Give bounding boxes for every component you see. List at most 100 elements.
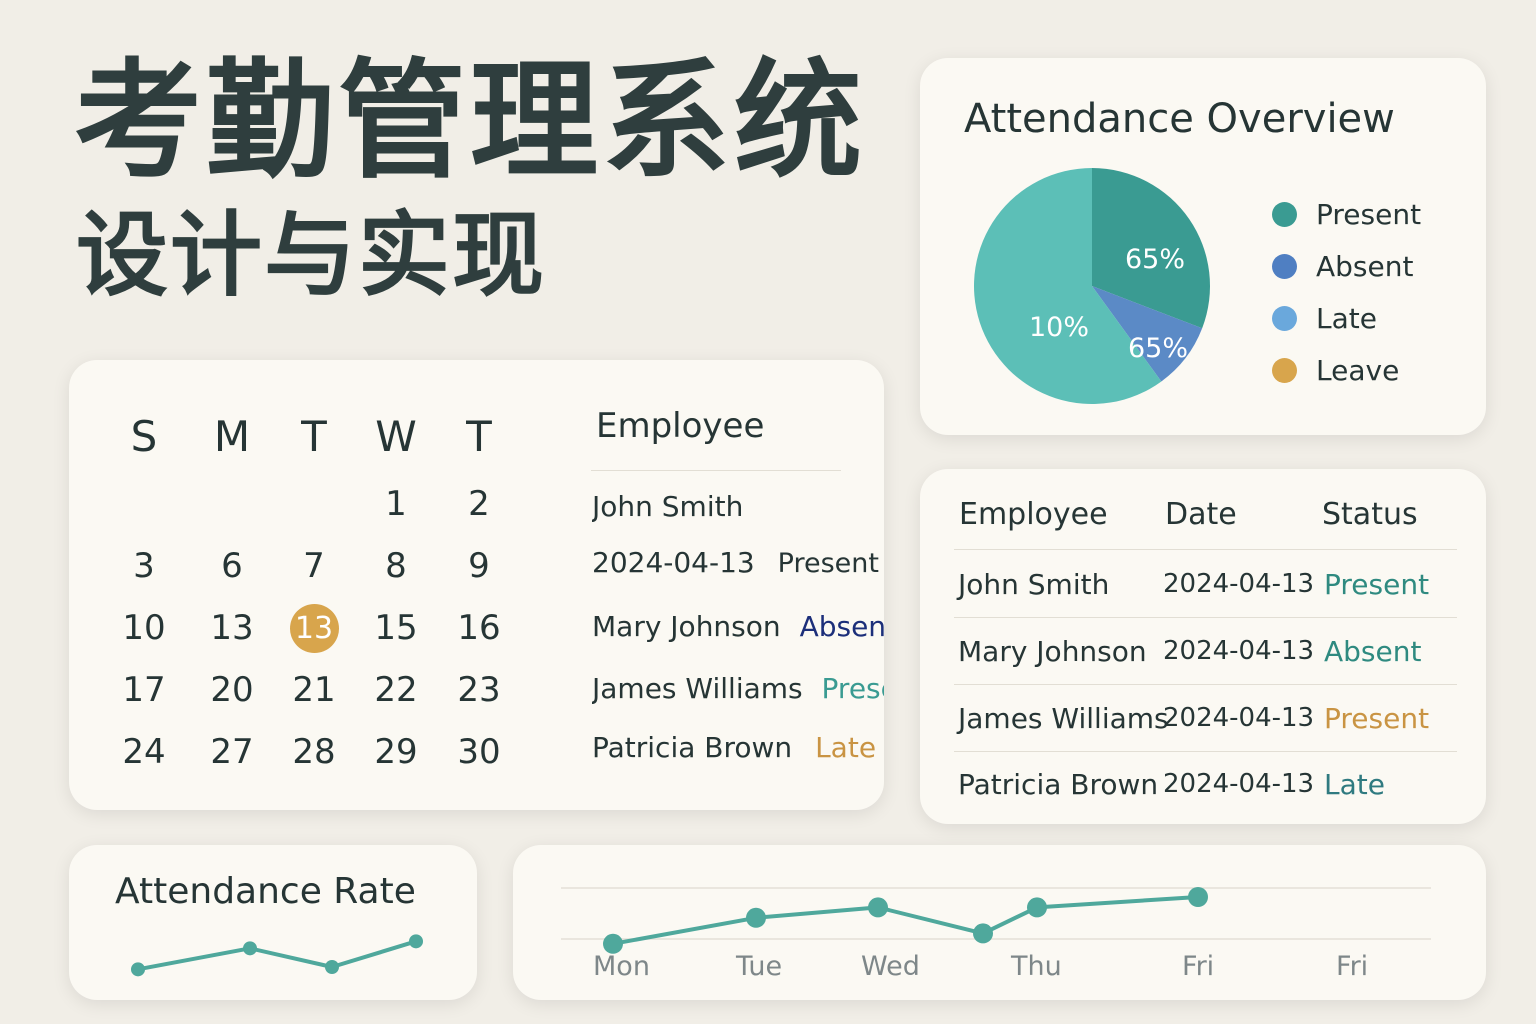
legend-label-leave: Leave [1316,353,1400,387]
employee-entry-row[interactable]: 2024-04-13 Present [592,546,879,579]
calendar-day[interactable]: 30 [457,732,501,772]
calendar-day[interactable]: 23 [457,670,501,710]
calendar-day[interactable]: 7 [303,546,325,586]
calendar-day[interactable]: 8 [385,546,407,586]
calendar-day[interactable]: 17 [122,670,166,710]
weekly-line [612,895,1199,946]
column-header-employee[interactable]: Employee [959,497,1108,532]
calendar-day[interactable]: 24 [122,732,166,772]
cell-employee: James Williams [958,702,1169,735]
weekly-point [746,907,766,928]
x-axis-tick-label: Tue [736,951,783,982]
x-axis-tick-label: Thu [1011,951,1062,982]
selected-day-marker: 13 [289,604,339,653]
employee-row-status: Late [815,731,877,764]
calendar-card: S M T W T 1 2 3 6 7 8 9 10 13 13 15 16 17 20 21 22 23 24 27 28 29… [69,360,884,810]
employee-row-status: Presen [821,672,884,705]
calendar-day[interactable]: 27 [210,732,254,772]
pie-slice-label: 65% [1125,244,1185,275]
cell-status: Present [1324,702,1430,735]
employee-row-status: Absent [799,610,884,643]
cell-status: Present [1324,568,1430,601]
pie-slice-label: 65% [1128,333,1188,364]
rate-line [137,939,417,972]
calendar-day[interactable]: 6 [221,546,243,586]
x-axis-tick-label: Wed [861,951,920,982]
rate-point [409,934,423,949]
weekday-header: T [301,412,327,461]
weekly-point [1027,897,1047,918]
attendance-table-card: Employee Date Status John Smith 2024-04-… [920,469,1486,824]
cell-date: 2024-04-13 [1163,769,1315,799]
calendar-day[interactable]: 22 [374,670,418,710]
pie-legend: Present Absent Late Leave [1272,188,1421,396]
overview-title: Attendance Overview [964,96,1395,142]
legend-item-absent: Absent [1272,240,1421,292]
table-divider [954,549,1457,550]
legend-label-absent: Absent [1316,249,1414,283]
rate-point [131,962,145,977]
cell-employee: Patricia Brown [958,768,1159,801]
employee-row-james[interactable]: James Williams Presen [592,672,884,705]
legend-dot-leave [1272,357,1297,383]
employee-row-name: Mary Johnson [592,610,781,643]
calendar-day[interactable]: 3 [133,546,155,586]
calendar-day[interactable]: 13 [274,604,354,653]
employee-row-name: Patricia Brown [592,731,793,764]
attendance-overview-card: Attendance Overview 65% 10% 65% Present Ab… [920,58,1486,435]
legend-item-late: Late [1272,292,1421,344]
attendance-rate-sparkline [131,934,423,977]
page-title: 考勤管理系统 [74,47,867,196]
pie-slice [1092,168,1210,329]
pie-slice [1092,286,1203,382]
weekday-header: T [466,412,492,461]
cell-employee: John Smith [958,568,1110,601]
employee-row-name: James Williams [592,672,803,705]
rate-point [243,941,257,956]
calendar-day[interactable]: 16 [457,608,501,648]
calendar-day[interactable]: 9 [468,546,490,586]
weekly-point [973,923,993,944]
calendar-day[interactable]: 10 [122,608,166,648]
weekday-header: W [375,412,417,461]
legend-dot-absent [1272,253,1297,279]
cell-employee: Mary Johnson [958,635,1147,668]
column-header-status[interactable]: Status [1322,497,1418,532]
legend-item-leave: Leave [1272,344,1421,396]
employee-heading: Employee [596,406,765,446]
page-subtitle: 设计与实现 [76,202,547,309]
calendar-day[interactable]: 20 [210,670,254,710]
calendar-day[interactable]: 15 [374,608,418,648]
calendar-day[interactable]: 21 [292,670,336,710]
table-divider [954,751,1457,752]
employee-name[interactable]: John Smith [592,490,744,523]
calendar-day[interactable]: 29 [374,732,418,772]
weekly-point [603,933,623,954]
weekday-header: S [130,412,158,461]
x-axis-tick-label: Fri [1336,951,1369,982]
employee-row-mary[interactable]: Mary Johnson Absent [592,610,884,643]
legend-label-late: Late [1316,301,1377,335]
cell-status: Absent [1324,635,1422,668]
weekly-point [868,897,888,918]
column-header-date[interactable]: Date [1165,497,1237,532]
rate-point [325,960,339,974]
calendar-day[interactable]: 2 [468,484,490,524]
legend-dot-late [1272,305,1297,331]
employee-row-patricia[interactable]: Patricia Brown Late [592,731,884,764]
calendar-day[interactable]: 13 [210,608,254,648]
weekly-line-chart [561,887,1431,954]
attendance-pie-chart: 65% 10% 65% [974,168,1210,404]
pie-slice-label: 10% [1029,312,1089,343]
cell-date: 2024-04-13 [1163,703,1315,733]
weekly-point [1188,887,1208,907]
entry-date: 2024-04-13 [592,546,755,579]
calendar-day[interactable]: 1 [385,484,407,524]
calendar-day[interactable]: 28 [292,732,336,772]
weekday-header: M [213,412,251,461]
rate-title: Attendance Rate [115,871,416,912]
x-axis-tick-label: Mon [593,951,650,982]
attendance-rate-card: Attendance Rate [69,845,477,1000]
legend-label-present: Present [1316,197,1422,231]
employee-divider [591,470,841,471]
